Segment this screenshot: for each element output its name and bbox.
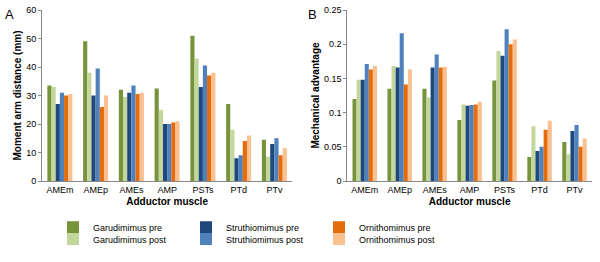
svg-text:30: 30 [26,91,36,101]
svg-text:Adductor muscle: Adductor muscle [429,196,511,207]
svg-text:PSTs: PSTs [494,185,516,195]
svg-text:PTv: PTv [266,185,283,195]
svg-text:Adductor muscle: Adductor muscle [126,196,208,207]
svg-text:Struthiomimus pre: Struthiomimus pre [226,223,299,233]
svg-text:0.05: 0.05 [324,142,342,152]
svg-text:0.15: 0.15 [324,74,342,84]
svg-text:0: 0 [31,176,36,186]
svg-text:50: 50 [26,34,36,44]
svg-text:20: 20 [26,119,36,129]
svg-text:40: 40 [26,62,36,72]
svg-text:AMEp: AMEp [387,185,412,195]
svg-text:AMEp: AMEp [83,185,108,195]
svg-text:AMEs: AMEs [119,185,144,195]
svg-text:AMEm: AMEm [351,185,378,195]
svg-text:AMP: AMP [460,185,480,195]
svg-text:Mechanical advantage: Mechanical advantage [310,42,321,149]
svg-text:AMEs: AMEs [423,185,448,195]
svg-text:60: 60 [26,5,36,15]
svg-text:Moment arm distance (mm): Moment arm distance (mm) [12,30,23,160]
svg-text:Garudimimus pre: Garudimimus pre [93,223,162,233]
svg-text:A: A [5,7,14,22]
svg-text:AMP: AMP [157,185,177,195]
svg-text:0.1: 0.1 [329,108,342,118]
svg-text:Ornithomimus pre: Ornithomimus pre [359,223,431,233]
svg-text:Struthiomimus post: Struthiomimus post [226,235,304,245]
svg-text:PTd: PTd [531,185,548,195]
svg-text:0.25: 0.25 [324,5,342,15]
svg-text:Ornithomimus post: Ornithomimus post [359,235,435,245]
svg-text:AMEm: AMEm [46,185,73,195]
svg-text:Garudimimus post: Garudimimus post [93,235,167,245]
svg-text:10: 10 [26,148,36,158]
svg-text:0: 0 [336,176,341,186]
svg-text:PTv: PTv [567,185,584,195]
svg-text:PTd: PTd [230,185,247,195]
svg-text:0.2: 0.2 [329,39,342,49]
svg-text:PSTs: PSTs [192,185,214,195]
svg-text:B: B [308,7,317,22]
